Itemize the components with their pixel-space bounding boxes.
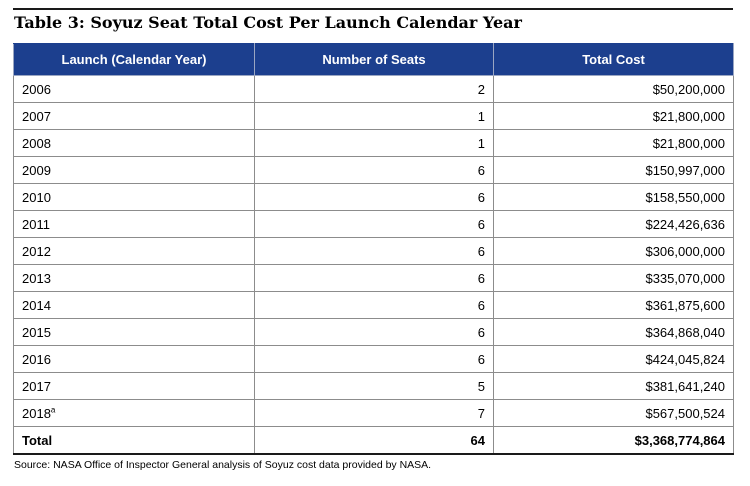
table-row: 2015 6 $364,868,040 bbox=[13, 318, 734, 346]
launch-year-cell: 2011 bbox=[13, 210, 255, 238]
table-body: 2006 2 $50,200,000 2007 1 $21,800,000 2008 1 $21… bbox=[13, 75, 734, 455]
header-row: Launch (Calendar Year) Number of Seats T… bbox=[13, 43, 734, 76]
table-row: 2013 6 $335,070,000 bbox=[13, 264, 734, 292]
number-of-seats-cell: 7 bbox=[254, 399, 494, 427]
table-row: 2012 6 $306,000,000 bbox=[13, 237, 734, 265]
column-header-total-cost: Total Cost bbox=[493, 43, 734, 76]
number-of-seats-cell: 6 bbox=[254, 210, 494, 238]
total-cost-cell: $567,500,524 bbox=[493, 399, 734, 427]
total-cost-cell: $21,800,000 bbox=[493, 102, 734, 130]
total-cost-cell: $381,641,240 bbox=[493, 372, 734, 400]
table-row: 2010 6 $158,550,000 bbox=[13, 183, 734, 211]
launch-year-value: 2012 bbox=[22, 243, 51, 259]
launch-year-value: 2011 bbox=[22, 216, 50, 232]
launch-year-value: 2017 bbox=[22, 378, 51, 394]
table-row: 2017 5 $381,641,240 bbox=[13, 372, 734, 400]
number-of-seats-cell: 6 bbox=[254, 237, 494, 265]
launch-year-cell: 2018a bbox=[13, 399, 255, 427]
launch-year-value: 2016 bbox=[22, 351, 51, 367]
total-cost-cell: $224,426,636 bbox=[493, 210, 734, 238]
number-of-seats-cell: 6 bbox=[254, 156, 494, 184]
launch-year-value: 2015 bbox=[22, 324, 51, 340]
number-of-seats-cell: 5 bbox=[254, 372, 494, 400]
launch-year-cell: 2014 bbox=[13, 291, 255, 319]
table-row: 2014 6 $361,875,600 bbox=[13, 291, 734, 319]
total-cost-cell: $21,800,000 bbox=[493, 129, 734, 157]
launch-year-cell: 2016 bbox=[13, 345, 255, 373]
table-title: Table 3: Soyuz Seat Total Cost Per Launc… bbox=[14, 13, 522, 32]
number-of-seats-cell: 6 bbox=[254, 183, 494, 211]
total-cost-cell: $306,000,000 bbox=[493, 237, 734, 265]
launch-year-cell: 2006 bbox=[13, 75, 255, 103]
launch-year-value: 2007 bbox=[22, 108, 51, 124]
soyuz-cost-table: Launch (Calendar Year) Number of Seats T… bbox=[13, 43, 734, 455]
column-header-launch-year: Launch (Calendar Year) bbox=[13, 43, 255, 76]
number-of-seats-cell: 1 bbox=[254, 129, 494, 157]
total-cost-cell: $424,045,824 bbox=[493, 345, 734, 373]
total-cost-cell: $50,200,000 bbox=[493, 75, 734, 103]
launch-year-value: 2008 bbox=[22, 135, 51, 151]
launch-year-cell: 2009 bbox=[13, 156, 255, 184]
total-cost-cell: $335,070,000 bbox=[493, 264, 734, 292]
number-of-seats-cell: 6 bbox=[254, 264, 494, 292]
launch-year-cell: 2007 bbox=[13, 102, 255, 130]
launch-year-cell: 2008 bbox=[13, 129, 255, 157]
total-cost-cell: $150,997,000 bbox=[493, 156, 734, 184]
total-cost-cell: $361,875,600 bbox=[493, 291, 734, 319]
launch-year-cell: 2015 bbox=[13, 318, 255, 346]
number-of-seats-cell: 6 bbox=[254, 291, 494, 319]
column-header-number-of-seats: Number of Seats bbox=[254, 43, 494, 76]
table-row: 2009 6 $150,997,000 bbox=[13, 156, 734, 184]
launch-year-value: 2009 bbox=[22, 162, 51, 178]
table-row: 2007 1 $21,800,000 bbox=[13, 102, 734, 130]
launch-year-value: 2006 bbox=[22, 81, 51, 97]
table-row: 2016 6 $424,045,824 bbox=[13, 345, 734, 373]
number-of-seats-cell: 6 bbox=[254, 345, 494, 373]
launch-year-value: 2010 bbox=[22, 189, 51, 205]
launch-year-cell: 2017 bbox=[13, 372, 255, 400]
table-row: 2011 6 $224,426,636 bbox=[13, 210, 734, 238]
launch-year-cell: 2012 bbox=[13, 237, 255, 265]
table-row: 2008 1 $21,800,000 bbox=[13, 129, 734, 157]
footnote-marker: a bbox=[50, 405, 56, 415]
launch-year-value: 2014 bbox=[22, 297, 51, 313]
launch-year-value: 2018 bbox=[22, 405, 51, 421]
table-row: 2006 2 $50,200,000 bbox=[13, 75, 734, 103]
number-of-seats-cell: 6 bbox=[254, 318, 494, 346]
total-cost-cell: $158,550,000 bbox=[493, 183, 734, 211]
table-row: 2018a 7 $567,500,524 bbox=[13, 399, 734, 427]
top-rule bbox=[13, 8, 733, 10]
total-cost-cell: $364,868,040 bbox=[493, 318, 734, 346]
total-label-cell: Total bbox=[13, 426, 255, 455]
launch-year-cell: 2010 bbox=[13, 183, 255, 211]
number-of-seats-cell: 2 bbox=[254, 75, 494, 103]
launch-year-value: 2013 bbox=[22, 270, 51, 286]
source-note: Source: NASA Office of Inspector General… bbox=[14, 459, 432, 471]
number-of-seats-cell: 1 bbox=[254, 102, 494, 130]
total-cost-sum-cell: $3,368,774,864 bbox=[493, 426, 734, 455]
total-seats-cell: 64 bbox=[254, 426, 494, 455]
launch-year-cell: 2013 bbox=[13, 264, 255, 292]
total-row: Total 64 $3,368,774,864 bbox=[13, 426, 734, 455]
